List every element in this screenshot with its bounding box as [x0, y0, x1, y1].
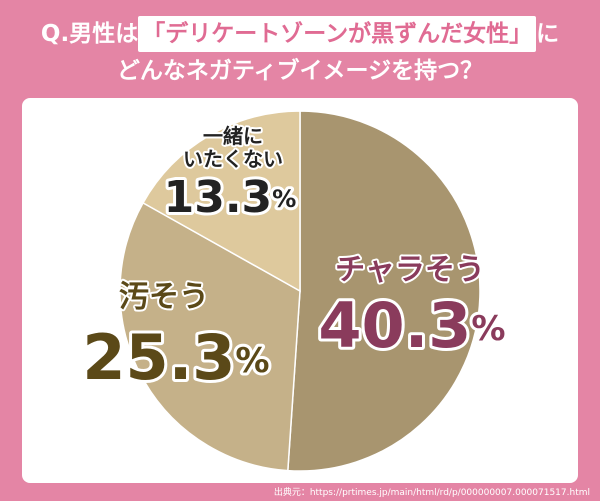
category-label: 汚そう	[119, 280, 209, 315]
title-suffix: に	[536, 21, 560, 47]
title: Q.男性は 「デリケートゾーンが黒ずんだ女性」に どんなネガティブイメージを持つ？	[0, 14, 600, 88]
value-label: 40.3%	[318, 289, 505, 362]
value-label: 13.3%	[164, 172, 297, 223]
category-label: 一緒にいたくない	[183, 124, 283, 171]
title-line: どんなネガティブイメージを持つ？	[116, 58, 484, 84]
pie-slice	[287, 110, 481, 472]
title-line: Q.男性は 「デリケートゾーンが黒ずんだ女性」に	[0, 14, 600, 54]
source: 出典元：https://prtimes.jp/main/html/rd/p/00…	[273, 488, 590, 498]
title-highlight: 「デリケートゾーンが黒ずんだ女性」	[138, 16, 537, 52]
value-label: 25.3%	[82, 321, 269, 394]
category-label: チャラそう	[335, 253, 485, 288]
pie-slice	[142, 110, 301, 293]
title-prefix: Q.男性は	[40, 21, 139, 47]
pie-slice	[119, 201, 301, 472]
